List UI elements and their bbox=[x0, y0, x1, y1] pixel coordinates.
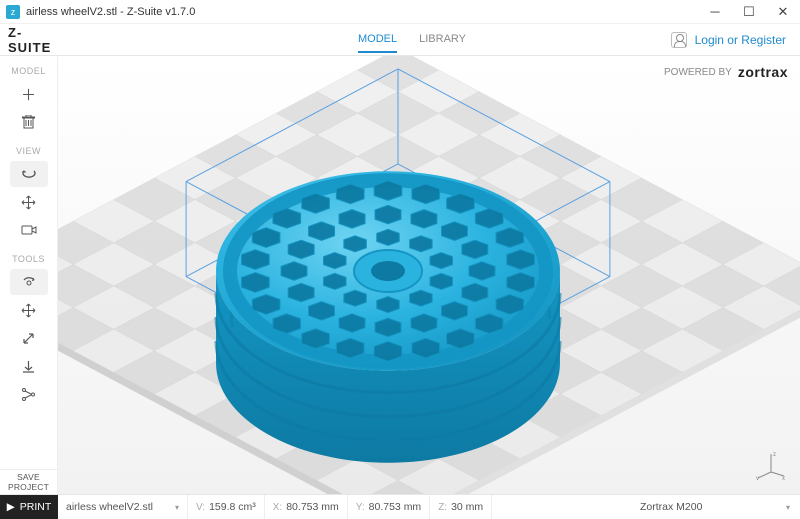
volume-value: 159.8 cm³ bbox=[209, 501, 256, 513]
powered-brand: zortrax bbox=[738, 64, 788, 80]
powered-by-label: POWERED BY zortrax bbox=[664, 64, 788, 80]
printer-selector[interactable]: Zortrax M200 ▾ bbox=[630, 495, 800, 519]
svg-text:y: y bbox=[756, 476, 759, 480]
printer-value: Zortrax M200 bbox=[640, 501, 702, 513]
pan-view-button[interactable] bbox=[10, 189, 48, 215]
maximize-button[interactable]: ☐ bbox=[732, 0, 766, 24]
dim-x-value: 80.753 mm bbox=[286, 501, 339, 513]
autoarrange-tool-button[interactable] bbox=[10, 353, 48, 379]
print-button[interactable]: ▶ PRINT bbox=[0, 495, 58, 519]
svg-text:x: x bbox=[782, 476, 785, 480]
chevron-down-icon: ▾ bbox=[786, 503, 790, 512]
main-area: MODEL ＋ VIEW TOOLS SAVE PROJECT bbox=[0, 56, 800, 494]
orbit-view-button[interactable] bbox=[10, 161, 48, 187]
sidebar-label-model: MODEL bbox=[11, 66, 46, 76]
rotate-tool-button[interactable] bbox=[10, 269, 48, 295]
dim-z-label: Z: bbox=[438, 502, 447, 513]
filename-value: airless wheelV2.stl bbox=[66, 501, 153, 513]
scene-svg bbox=[58, 56, 800, 494]
filename-cell[interactable]: airless wheelV2.stl ▾ bbox=[58, 495, 188, 519]
dim-y-value: 80.753 mm bbox=[369, 501, 422, 513]
tab-model[interactable]: MODEL bbox=[358, 33, 397, 53]
play-icon: ▶ bbox=[7, 501, 15, 513]
camera-view-button[interactable] bbox=[10, 217, 48, 243]
powered-prefix: POWERED BY bbox=[664, 67, 732, 78]
svg-text:z: z bbox=[773, 452, 776, 458]
window-controls: ─ ☐ ✕ bbox=[698, 0, 800, 24]
viewport-3d[interactable]: POWERED BY zortrax z x y bbox=[58, 56, 800, 494]
dim-y-cell: Y: 80.753 mm bbox=[348, 495, 430, 519]
dim-z-value: 30 mm bbox=[451, 501, 483, 513]
status-bar: ▶ PRINT airless wheelV2.stl ▾ V: 159.8 c… bbox=[0, 494, 800, 519]
save-project-button[interactable]: SAVE PROJECT bbox=[0, 469, 58, 494]
app-bar: Z-SUITE MODEL LIBRARY Login or Register bbox=[0, 24, 800, 56]
dim-y-label: Y: bbox=[356, 502, 365, 513]
minimize-button[interactable]: ─ bbox=[698, 0, 732, 24]
dim-z-cell: Z: 30 mm bbox=[430, 495, 492, 519]
move-tool-button[interactable] bbox=[10, 297, 48, 323]
volume-label: V: bbox=[196, 502, 205, 513]
main-tabs: MODEL LIBRARY bbox=[358, 33, 466, 46]
volume-cell: V: 159.8 cm³ bbox=[188, 495, 265, 519]
axis-gizmo: z x y bbox=[756, 450, 786, 480]
delete-model-button[interactable] bbox=[10, 109, 48, 135]
sidebar: MODEL ＋ VIEW TOOLS SAVE PROJECT bbox=[0, 56, 58, 494]
window-titlebar: z airless wheelV2.stl - Z-Suite v1.7.0 ─… bbox=[0, 0, 800, 24]
app-icon: z bbox=[6, 5, 20, 19]
print-label: PRINT bbox=[20, 501, 52, 513]
tab-library[interactable]: LIBRARY bbox=[419, 33, 466, 46]
window-title: airless wheelV2.stl - Z-Suite v1.7.0 bbox=[26, 6, 195, 18]
dim-x-cell: X: 80.753 mm bbox=[265, 495, 348, 519]
add-model-button[interactable]: ＋ bbox=[10, 81, 48, 107]
brand-logo: Z-SUITE bbox=[0, 25, 58, 55]
dim-x-label: X: bbox=[273, 502, 282, 513]
user-icon bbox=[671, 32, 687, 48]
sidebar-label-tools: TOOLS bbox=[12, 254, 45, 264]
chevron-down-icon: ▾ bbox=[175, 503, 179, 512]
sidebar-label-view: VIEW bbox=[16, 146, 41, 156]
login-link[interactable]: Login or Register bbox=[695, 33, 786, 47]
close-button[interactable]: ✕ bbox=[766, 0, 800, 24]
scale-tool-button[interactable] bbox=[10, 325, 48, 351]
split-tool-button[interactable] bbox=[10, 381, 48, 407]
account-area: Login or Register bbox=[671, 32, 800, 48]
